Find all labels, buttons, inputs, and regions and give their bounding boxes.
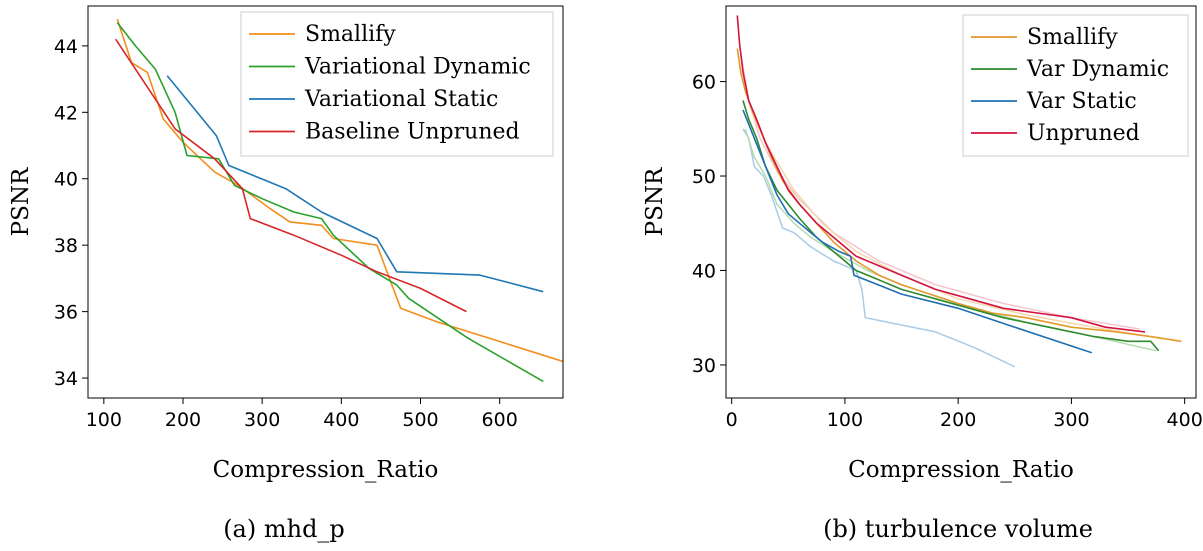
x-tick-label: 500	[402, 409, 438, 431]
legend: Smallify Var Dynamic Var Static Unpruned	[962, 14, 1189, 157]
x-tick-label: 0	[726, 409, 738, 431]
y-tick-label: 40	[692, 260, 716, 282]
legend-label: Smallify	[1027, 25, 1118, 50]
x-tick-label: 600	[482, 409, 518, 431]
x-tick-label: 300	[1053, 409, 1089, 431]
x-tick-label: 300	[244, 409, 280, 431]
axes-frame	[725, 5, 1197, 399]
series-line-variational-dynamic	[116, 22, 544, 383]
plot-area	[736, 15, 1182, 368]
series-line-baseline-unpruned	[115, 38, 467, 313]
plot-area	[115, 19, 563, 383]
x-tick-label: 100	[827, 409, 863, 431]
legend-label: Baseline Unpruned	[305, 120, 520, 145]
chart-caption: (a) mhd_p	[223, 515, 345, 543]
legend-label: Var Static	[1026, 89, 1137, 114]
chart-1: 100 200 300 400 500 600 34 36 38 40 42 44 Compressio…	[8, 5, 564, 543]
legend-label: Var Dynamic	[1026, 57, 1169, 82]
y-tick-label: 30	[692, 355, 716, 377]
y-tick-label: 38	[54, 235, 78, 257]
legend-label: Unpruned	[1027, 121, 1140, 146]
faint-run-line-2	[744, 128, 1157, 352]
series-line-unpruned	[736, 15, 1146, 333]
series-line-var-static	[742, 109, 1093, 354]
y-tick-label: 50	[692, 166, 716, 188]
y-axis-label: PSNR	[8, 167, 34, 236]
y-tick-label: 34	[54, 368, 78, 390]
y-tick-label: 42	[54, 102, 78, 124]
x-tick-label: 400	[1167, 409, 1203, 431]
y-tick-label: 44	[54, 36, 78, 58]
x-axis-label: Compression_Ratio	[848, 457, 1074, 483]
x-tick-label: 200	[165, 409, 201, 431]
legend-label: Smallify	[305, 22, 396, 47]
y-tick-label: 40	[54, 169, 78, 191]
legend-label: Variational Dynamic	[304, 55, 531, 80]
y-tick-label: 60	[692, 72, 716, 94]
x-tick-label: 100	[86, 409, 122, 431]
x-axis-label: Compression_Ratio	[213, 457, 439, 483]
y-tick-label: 36	[54, 302, 78, 324]
series-line-variational-static	[166, 75, 544, 293]
legend-label: Variational Static	[304, 87, 498, 112]
y-axis-label: PSNR	[642, 167, 668, 236]
x-tick-label: 200	[940, 409, 976, 431]
series-line-smallify	[116, 19, 563, 363]
x-tick-label: 400	[323, 409, 359, 431]
faint-run-line-1	[742, 128, 1016, 368]
chart-2: 0 100 200 300 400 30 40 50 60 Compression_Ratio PS…	[642, 5, 1203, 543]
axes-frame	[87, 5, 564, 399]
legend: Smallify Variational Dynamic Variational S…	[240, 11, 554, 157]
chart-caption: (b) turbulence volume	[823, 515, 1093, 543]
